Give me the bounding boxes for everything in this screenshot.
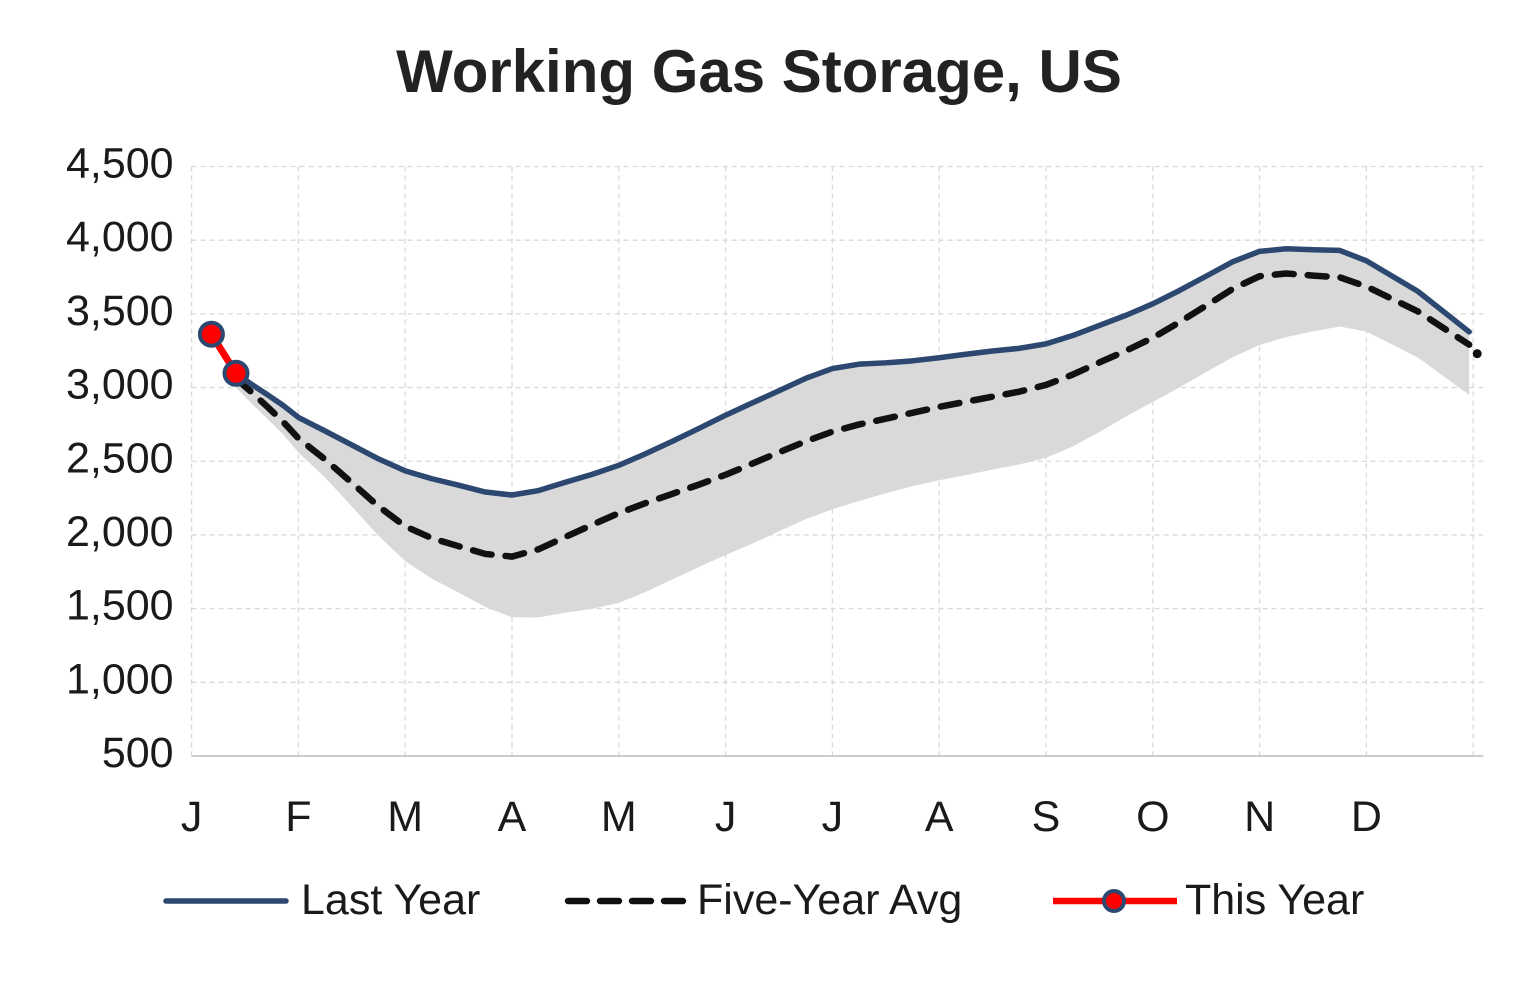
svg-text:J: J (822, 793, 844, 841)
svg-text:1,500: 1,500 (66, 582, 174, 630)
svg-text:This Year: This Year (1185, 876, 1364, 924)
svg-text:4,000: 4,000 (66, 213, 174, 261)
svg-text:S: S (1032, 793, 1061, 841)
svg-text:M: M (387, 793, 423, 841)
svg-text:4,500: 4,500 (66, 140, 174, 188)
svg-text:3,000: 3,000 (66, 361, 174, 409)
svg-text:M: M (601, 793, 637, 841)
svg-text:D: D (1351, 793, 1382, 841)
svg-text:N: N (1244, 793, 1275, 841)
svg-text:A: A (498, 793, 527, 841)
svg-text:F: F (285, 793, 311, 841)
svg-text:3,500: 3,500 (66, 287, 174, 335)
svg-text:J: J (715, 793, 737, 841)
svg-text:Last Year: Last Year (301, 876, 480, 924)
svg-text:Five-Year Avg: Five-Year Avg (697, 876, 962, 924)
svg-text:500: 500 (102, 729, 174, 777)
svg-text:O: O (1136, 793, 1169, 841)
svg-text:A: A (925, 793, 954, 841)
svg-text:1,000: 1,000 (66, 655, 174, 703)
svg-text:2,500: 2,500 (66, 434, 174, 482)
svg-text:J: J (181, 793, 203, 841)
svg-text:2,000: 2,000 (66, 508, 174, 556)
